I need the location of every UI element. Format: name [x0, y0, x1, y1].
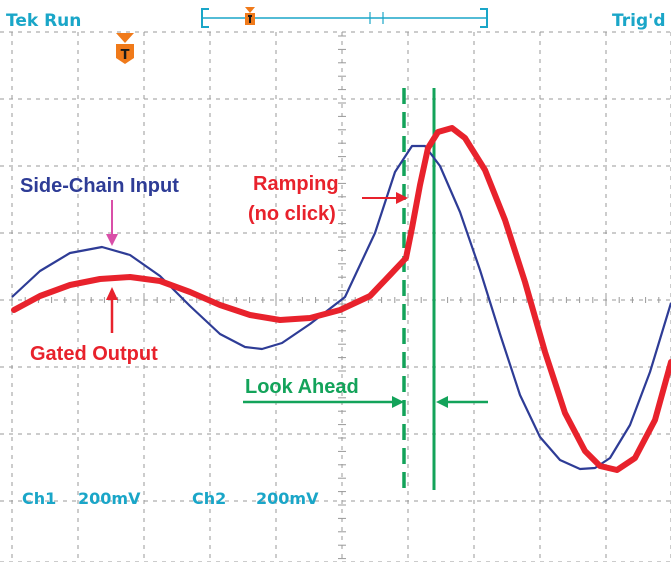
gated-output-arrow	[106, 287, 118, 333]
ramping-arrow	[362, 192, 408, 204]
look-ahead-arrow-right	[243, 396, 404, 408]
gated-output-label: Gated Output	[30, 343, 158, 365]
ch1-name: Ch1	[22, 489, 56, 508]
side-chain-input-trace	[11, 144, 671, 471]
side-chain-arrow	[106, 200, 118, 246]
ch2-scale: 200mV	[256, 489, 319, 508]
ch1-scale: 200mV	[78, 489, 141, 508]
record-position-bar[interactable]	[201, 7, 488, 28]
ramping-sublabel: (no click)	[248, 203, 336, 225]
trigger-status: Trig'd	[612, 11, 665, 31]
run-status: Tek Run	[6, 11, 81, 31]
graticule	[0, 31, 671, 562]
trigger-position-marker[interactable]: T	[116, 33, 134, 64]
ramping-label: Ramping	[253, 173, 339, 195]
record-trigger-icon	[245, 7, 255, 25]
trigger-marker-letter: T	[121, 48, 130, 63]
side-chain-input-label: Side-Chain Input	[20, 175, 179, 197]
gated-output-trace	[11, 125, 671, 473]
look-ahead-arrow-left	[436, 396, 488, 408]
ch2-name: Ch2	[192, 489, 226, 508]
look-ahead-label: Look Ahead	[245, 376, 359, 398]
